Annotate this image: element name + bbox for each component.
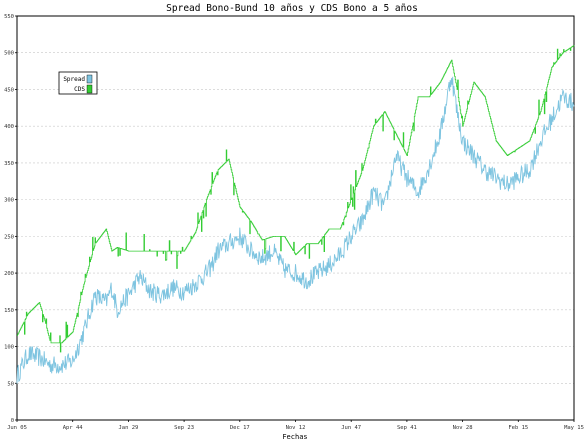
series-line-cds	[17, 45, 575, 353]
y-tick-label: 250	[4, 234, 14, 240]
x-tick-label: Sep 23	[174, 425, 194, 431]
y-tick-label: 0	[11, 418, 14, 424]
x-tick-label: Feb 15	[508, 425, 528, 431]
x-tick-label: Dec 17	[230, 425, 250, 431]
legend-label: Spread	[63, 76, 85, 83]
y-tick-label: 100	[4, 345, 14, 351]
y-tick-label: 50	[7, 381, 14, 387]
x-tick-label: May 15	[564, 425, 584, 431]
y-tick-label: 550	[4, 14, 14, 20]
x-axis-label: Fechas	[282, 433, 307, 441]
axes: 0 50 100 150 200 250 300 350 400 450 500 550 Jun 05 A…	[4, 14, 584, 431]
plot-frame	[16, 15, 575, 421]
y-tick-label: 300	[4, 198, 14, 204]
x-tick-label: Jun 05	[7, 425, 27, 431]
legend: Spread CDS	[58, 71, 98, 95]
x-tick-label: Sep 41	[397, 425, 417, 431]
x-tick-label: Jun 47	[341, 425, 361, 431]
grid	[17, 15, 574, 384]
y-tick-label: 400	[4, 124, 14, 130]
series-layer	[16, 45, 575, 384]
y-tick-label: 150	[4, 308, 14, 314]
legend-swatch	[86, 84, 93, 94]
y-tick-label: 350	[4, 161, 14, 167]
y-tick-label: 500	[4, 51, 14, 57]
chart-title: Spread Bono-Bund 10 años y CDS Bono a 5 …	[166, 3, 418, 14]
legend-label: CDS	[74, 86, 85, 93]
series-line-spread	[16, 76, 575, 384]
x-tick-label: Nov 28	[453, 425, 473, 431]
x-tick-label: Nov 12	[286, 425, 306, 431]
y-tick-label: 200	[4, 271, 14, 277]
x-tick-label: Apr 44	[63, 425, 84, 431]
x-tick-label: Jan 29	[118, 425, 138, 431]
legend-swatch	[86, 74, 93, 84]
y-tick-label: 450	[4, 87, 14, 93]
